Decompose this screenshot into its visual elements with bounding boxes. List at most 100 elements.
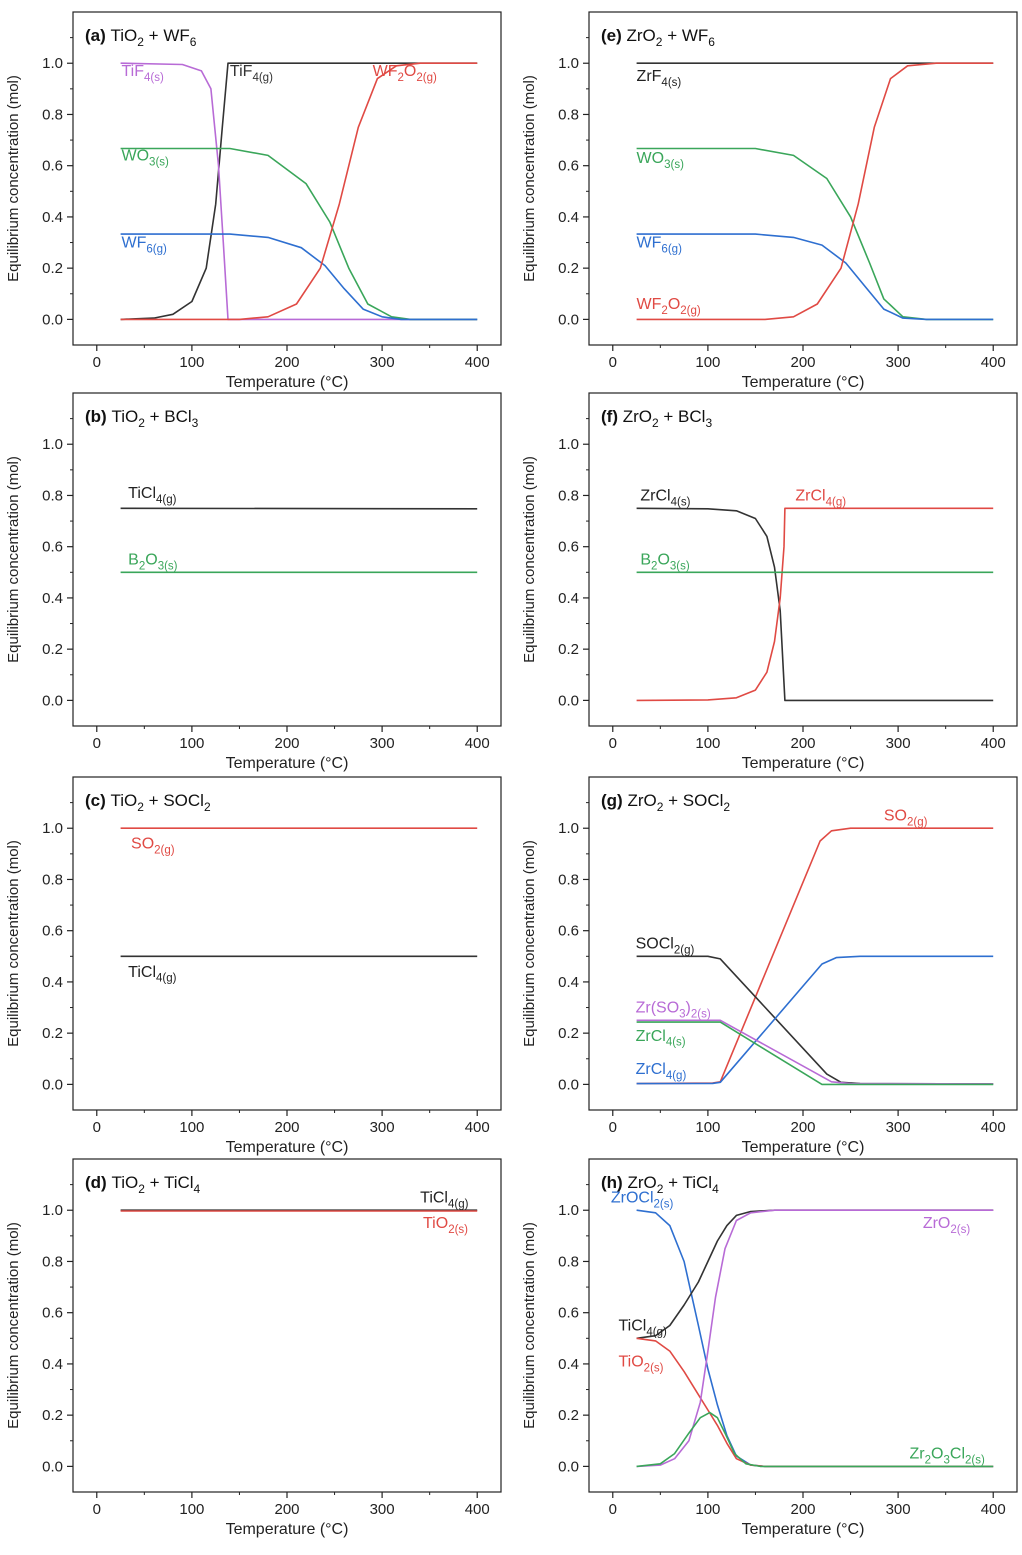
x-tick-label: 200 (790, 1119, 815, 1136)
x-tick-label: 400 (465, 1119, 490, 1136)
series-label: WF2O2(g) (373, 63, 437, 84)
x-tick-label: 300 (886, 354, 911, 371)
x-tick-label: 100 (179, 354, 204, 371)
x-tick-label: 300 (886, 1501, 911, 1518)
series-line (636, 1411, 994, 1468)
y-tick-label: 1.0 (42, 1202, 63, 1219)
x-tick-label: 100 (695, 735, 720, 752)
x-axis-label: Temperature (°C) (226, 755, 349, 772)
x-axis-label: Temperature (°C) (226, 374, 349, 391)
series-label: Zr(SO3)2(s) (636, 1000, 711, 1021)
series-label: TiCl4(g)​ (420, 1190, 468, 1211)
x-tick-label: 0 (93, 1501, 101, 1518)
series-line (120, 62, 478, 321)
y-axis-label: Equilibrium concentration (mol) (521, 840, 538, 1047)
y-tick-label: 0.8 (42, 487, 63, 504)
x-tick-label: 400 (981, 1119, 1006, 1136)
y-axis-label: Equilibrium concentration (mol) (5, 456, 22, 663)
x-tick-label: 400 (465, 1501, 490, 1518)
x-tick-label: 100 (179, 1119, 204, 1136)
series-label: TiO2(s)​ (423, 1215, 468, 1236)
y-tick-label: 0.2 (558, 260, 579, 277)
x-tick-label: 0 (609, 1119, 617, 1136)
y-tick-label: 0.4 (558, 590, 579, 607)
series-line (636, 1209, 994, 1468)
x-tick-label: 300 (370, 735, 395, 752)
series-label: WF6(g)​ (122, 235, 168, 256)
x-tick-label: 0 (609, 1501, 617, 1518)
y-tick-label: 0.0 (42, 311, 63, 328)
chart-panel-c: 0 100 200 300 400 0.0 0.2 0.4 0.6 0.8 1.0 Temperatu… (5, 776, 502, 1156)
chart-panel-b: 0 100 200 300 400 0.0 0.2 0.4 0.6 0.8 1.0 Temperatu… (5, 392, 502, 772)
x-tick-label: 300 (370, 1501, 395, 1518)
panel-title: (g) ZrO2​ + SOCl2​ (601, 791, 730, 814)
y-tick-label: 0.6 (558, 923, 579, 940)
series-label: TiCl4(g)​ (618, 1318, 666, 1339)
y-axis-label: Equilibrium concentration (mol) (5, 75, 22, 282)
series-label: WF6(g)​ (637, 235, 683, 256)
series-line (636, 1019, 994, 1085)
y-tick-label: 0.4 (558, 1356, 579, 1373)
series-line (636, 507, 994, 702)
series-label: SO2(g)​ (131, 836, 175, 857)
chart-panel-a: 0 100 200 300 400 0.0 0.2 0.4 0.6 0.8 1.0 Temperatu… (5, 11, 502, 391)
x-axis-label: Temperature (°C) (742, 374, 865, 391)
x-tick-label: 200 (274, 354, 299, 371)
y-tick-label: 0.0 (42, 692, 63, 709)
y-tick-label: 0.6 (42, 158, 63, 175)
series-label: ZrOCl2(s)​ (611, 1190, 674, 1211)
chart-panel-h: 0 100 200 300 400 0.0 0.2 0.4 0.6 0.8 1.0 Temperatu… (521, 1158, 1018, 1538)
series-line (636, 62, 994, 321)
x-tick-label: 0 (609, 735, 617, 752)
y-tick-label: 0.8 (558, 487, 579, 504)
series-line (636, 233, 994, 321)
y-tick-label: 1.0 (558, 1202, 579, 1219)
y-tick-label: 0.8 (558, 1253, 579, 1270)
y-tick-label: 0.6 (558, 158, 579, 175)
series-label: B2O3(s) (128, 552, 178, 573)
x-tick-label: 0 (93, 354, 101, 371)
panel-title: (h) ZrO2​ + TiCl4​ (601, 1173, 719, 1196)
series-label: TiF4(s)​ (122, 63, 165, 84)
x-tick-label: 400 (465, 735, 490, 752)
y-tick-label: 0.2 (558, 1407, 579, 1424)
y-tick-label: 0.4 (42, 974, 63, 991)
chart-panel-d: 0 100 200 300 400 0.0 0.2 0.4 0.6 0.8 1.0 Temperatu… (5, 1158, 502, 1538)
series-label: ZrCl4(s)​ (636, 1028, 686, 1049)
y-tick-label: 0.2 (42, 260, 63, 277)
series-line (636, 1209, 994, 1340)
y-tick-label: 0.4 (558, 209, 579, 226)
y-tick-label: 0.4 (42, 590, 63, 607)
series-label: WF2O2(g) (637, 296, 701, 317)
series-label: Zr2O3Cl2(s) (910, 1446, 985, 1467)
series-label: WO3(s)​ (637, 150, 685, 171)
x-tick-label: 100 (695, 354, 720, 371)
series-label: SO2(g)​ (884, 808, 928, 829)
y-tick-label: 0.8 (42, 106, 63, 123)
x-tick-label: 100 (695, 1501, 720, 1518)
x-tick-label: 100 (179, 735, 204, 752)
plot-frame (72, 776, 502, 1111)
series-label: WO3(s)​ (122, 148, 170, 169)
panel-title: (a) TiO2​ + WF6​ (85, 26, 197, 49)
x-tick-label: 200 (274, 735, 299, 752)
y-tick-label: 1.0 (558, 55, 579, 72)
x-tick-label: 300 (370, 354, 395, 371)
panel-title: (d) TiO2​ + TiCl4​ (85, 1173, 201, 1196)
series-label: ZrCl4(g)​ (636, 1061, 687, 1082)
x-axis-label: Temperature (°C) (226, 1139, 349, 1156)
x-tick-label: 200 (274, 1119, 299, 1136)
y-tick-label: 0.0 (558, 311, 579, 328)
y-tick-label: 1.0 (42, 55, 63, 72)
x-tick-label: 0 (609, 354, 617, 371)
y-tick-label: 0.4 (42, 1356, 63, 1373)
plot-frame (72, 1158, 502, 1493)
y-tick-label: 0.8 (42, 871, 63, 888)
y-tick-label: 0.8 (558, 871, 579, 888)
y-axis-label: Equilibrium concentration (mol) (521, 75, 538, 282)
y-tick-label: 0.0 (42, 1458, 63, 1475)
x-tick-label: 0 (93, 735, 101, 752)
y-axis-label: Equilibrium concentration (mol) (5, 840, 22, 1047)
